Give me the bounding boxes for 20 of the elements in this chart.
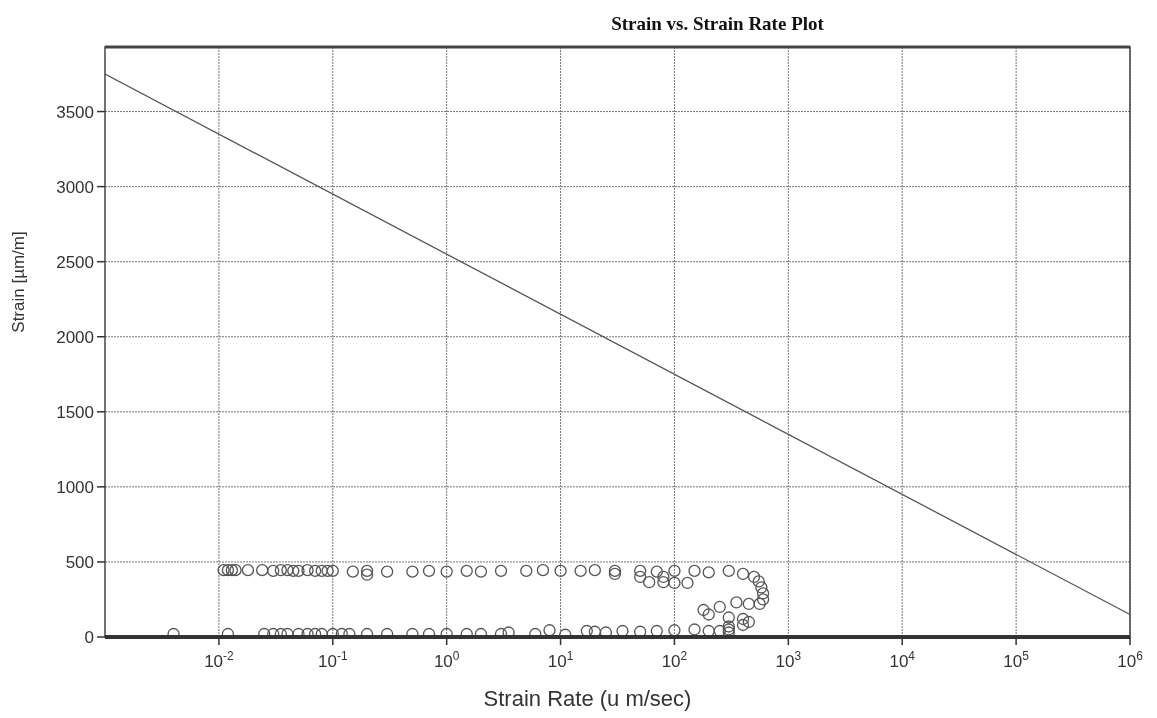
x-tick-label: 10$^{0}$ [433,649,460,671]
y-tick-label: 500 [65,552,94,572]
y-tick-label: 2500 [56,252,94,272]
y-tick-label: 1000 [56,477,94,497]
x-tick-label: 10$^{6}$ [1117,649,1144,671]
x-tick-label: 10$^{3}$ [775,649,802,671]
y-tick-label: 3000 [56,177,94,197]
x-tick-label: 10$^{2}$ [661,649,688,671]
y-tick-label: 1500 [56,402,94,422]
x-tick-label: 10$^{5}$ [1003,649,1030,671]
x-axis-title: Strain Rate (u m/sec) [483,686,692,711]
chart-title: Strain vs. Strain Rate Plot [611,13,825,34]
y-tick-label: 2000 [56,327,94,347]
x-tick-label: 10$^{-2}$ [204,649,235,671]
y-tick-label: 0 [84,627,94,647]
x-tick-label: 10$^{4}$ [889,649,916,671]
x-tick-label: 10$^{1}$ [547,649,574,671]
y-axis-title: Strain [µm/m] [9,231,28,333]
x-tick-label: 10$^{-1}$ [318,649,348,671]
y-tick-label: 3500 [56,102,94,122]
